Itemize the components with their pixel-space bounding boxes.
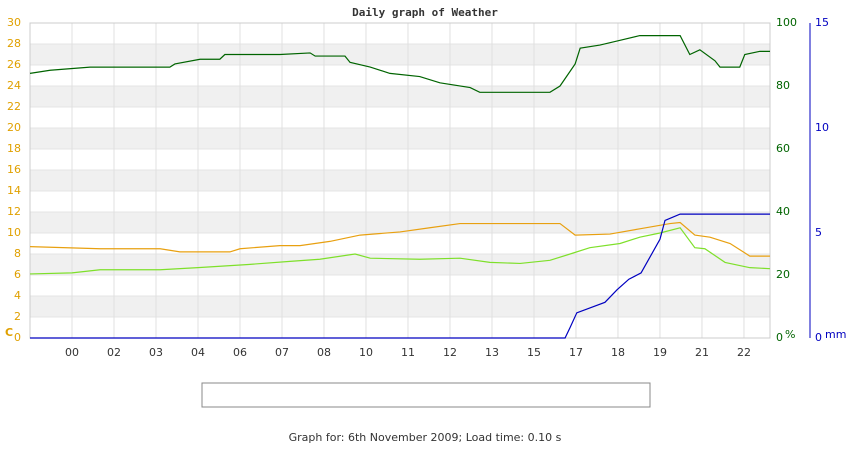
y-tick-label: 24 (7, 79, 21, 92)
y-axis-label: C (5, 326, 13, 339)
x-tick-label: 06 (233, 346, 247, 359)
y2-axis-label: % (785, 328, 795, 341)
y2-tick-label: 40 (776, 205, 790, 218)
grid-band (30, 128, 770, 149)
x-tick-label: 00 (65, 346, 79, 359)
y-tick-label: 10 (7, 226, 21, 239)
y3-tick-label: 0 (815, 331, 822, 344)
y3-tick-label: 5 (815, 226, 822, 239)
series-line (29, 227, 771, 275)
y2-tick-label: 100 (776, 16, 797, 29)
series-line (29, 221, 770, 257)
y2-tick-label: 60 (776, 142, 790, 155)
y2-tick-label: 0 (776, 331, 783, 344)
y-tick-label: 2 (14, 310, 21, 323)
series-line (29, 34, 770, 93)
grid-band (30, 212, 770, 233)
y-tick-label: 14 (7, 184, 21, 197)
x-tick-label: 08 (317, 346, 331, 359)
x-tick-label: 21 (695, 346, 709, 359)
x-tick-label: 03 (149, 346, 163, 359)
y3-tick-label: 10 (815, 121, 829, 134)
x-tick-label: 10 (359, 346, 373, 359)
bands (30, 44, 770, 317)
y3-axis-label: mm (825, 328, 846, 341)
grid-band (30, 170, 770, 191)
y-tick-label: 20 (7, 121, 21, 134)
y-tick-label: 12 (7, 205, 21, 218)
y-tick-label: 6 (14, 268, 21, 281)
x-tick-label: 13 (485, 346, 499, 359)
y2-tick-label: 80 (776, 79, 790, 92)
grid-band (30, 254, 770, 275)
y-tick-label: 22 (7, 100, 21, 113)
y-tick-label: 4 (14, 289, 21, 302)
y-tick-label: 16 (7, 163, 21, 176)
y-tick-label: 30 (7, 16, 21, 29)
x-tick-label: 07 (275, 346, 289, 359)
x-tick-label: 02 (107, 346, 121, 359)
y-tick-label: 8 (14, 247, 21, 260)
y-tick-label: 26 (7, 58, 21, 71)
y-tick-label: 0 (14, 331, 21, 344)
y-tick-label: 28 (7, 37, 21, 50)
series-line (30, 213, 770, 339)
x-tick-label: 18 (611, 346, 625, 359)
x-tick-label: 17 (569, 346, 583, 359)
grid-band (30, 86, 770, 107)
y3-tick-label: 15 (815, 16, 829, 29)
x-tick-label: 19 (653, 346, 667, 359)
legend-box (201, 382, 651, 408)
x-tick-label: 11 (401, 346, 415, 359)
x-tick-label: 12 (443, 346, 457, 359)
footer: Graph for: 6th November 2009; Load time:… (289, 431, 562, 444)
y-tick-label: 18 (7, 142, 21, 155)
grid-band (30, 296, 770, 317)
y2-tick-label: 20 (776, 268, 790, 281)
grid-band (30, 44, 770, 65)
x-tick-label: 22 (737, 346, 751, 359)
chart-title: Daily graph of Weather (352, 6, 498, 19)
x-tick-label: 15 (527, 346, 541, 359)
x-tick-label: 04 (191, 346, 205, 359)
